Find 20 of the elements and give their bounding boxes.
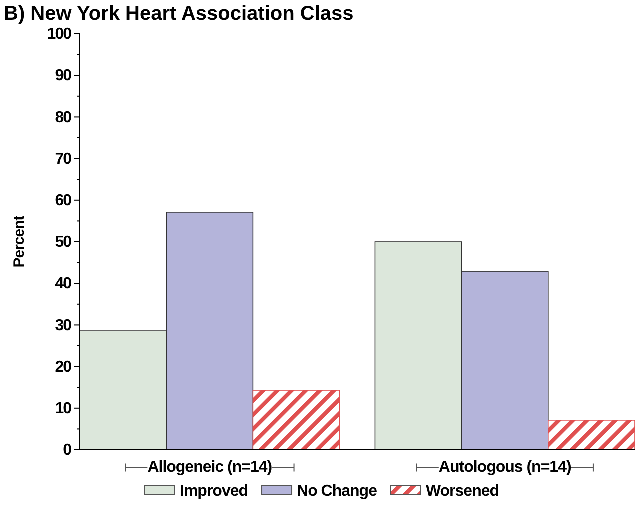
y-tick-label: 80 bbox=[55, 109, 72, 126]
y-tick-label: 20 bbox=[55, 358, 72, 376]
y-axis-title: Percent bbox=[11, 216, 28, 268]
y-tick-label: 90 bbox=[55, 68, 72, 85]
y-tick-label: 30 bbox=[55, 317, 72, 334]
y-tick-label: 50 bbox=[55, 234, 72, 252]
legend-label: No Change bbox=[297, 483, 378, 500]
chart-title: B) New York Heart Association Class bbox=[4, 3, 354, 25]
bar bbox=[252, 390, 340, 450]
legend-label: Worsened bbox=[426, 483, 500, 500]
y-tick-label: 60 bbox=[55, 192, 72, 210]
x-tick-label: Autologous (n=14) bbox=[438, 459, 572, 476]
legend-label: Improved bbox=[180, 483, 248, 500]
y-tick-label: 10 bbox=[55, 400, 72, 418]
y-tick-label: 100 bbox=[47, 26, 72, 44]
bar bbox=[548, 420, 636, 450]
y-tick-label: 40 bbox=[55, 276, 72, 293]
y-tick-label: 70 bbox=[55, 150, 72, 168]
y-tick-label: 0 bbox=[63, 442, 72, 460]
x-tick-label: Allogeneic (n=14) bbox=[148, 459, 272, 476]
